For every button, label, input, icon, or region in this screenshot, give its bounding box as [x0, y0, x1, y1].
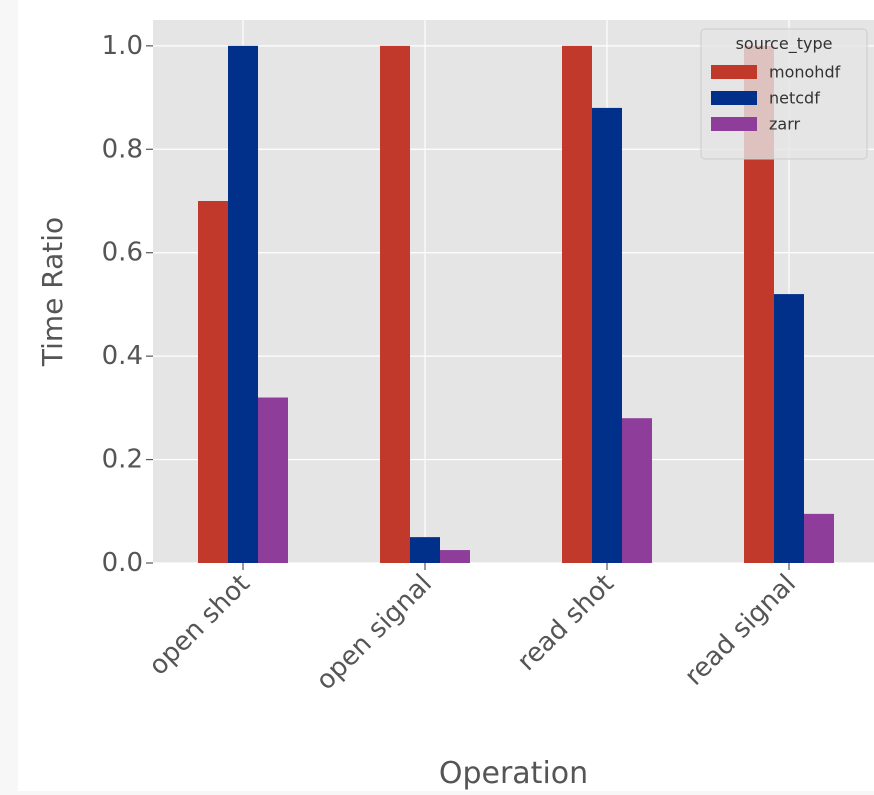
bar-netcdf	[774, 294, 804, 563]
bar-zarr	[258, 397, 288, 563]
legend-swatch-zarr	[711, 117, 757, 131]
bar-netcdf	[410, 537, 440, 563]
y-tick-label: 1.0	[102, 31, 143, 61]
legend-label-zarr: zarr	[769, 115, 801, 134]
legend-label-monohdf: monohdf	[769, 63, 841, 82]
bar-monohdf	[562, 45, 592, 564]
y-tick-label: 0.4	[102, 341, 143, 371]
y-tick-label: 0.8	[102, 134, 143, 164]
legend-title: source_type	[736, 34, 833, 54]
bar-zarr	[440, 550, 470, 563]
y-axis-label: Time Ratio	[36, 217, 69, 367]
bars	[198, 45, 834, 564]
y-tick-label: 0.0	[102, 548, 143, 578]
bar-zarr	[804, 513, 834, 563]
legend: source_type monohdf netcdf zarr	[700, 28, 868, 160]
y-axis: 0.0 0.2 0.4 0.6 0.8 1.0	[102, 31, 153, 578]
legend-label-netcdf: netcdf	[769, 89, 820, 108]
bar-zarr	[622, 418, 652, 563]
y-tick-label: 0.6	[102, 238, 143, 268]
x-axis-label: Operation	[439, 756, 588, 791]
bar-netcdf	[592, 107, 622, 564]
legend-swatch-monohdf	[711, 65, 757, 79]
legend-swatch-netcdf	[711, 91, 757, 105]
bar-monohdf	[380, 45, 410, 564]
bar-monohdf	[198, 201, 228, 563]
y-tick-label: 0.2	[102, 445, 143, 475]
bar-netcdf	[228, 45, 258, 564]
